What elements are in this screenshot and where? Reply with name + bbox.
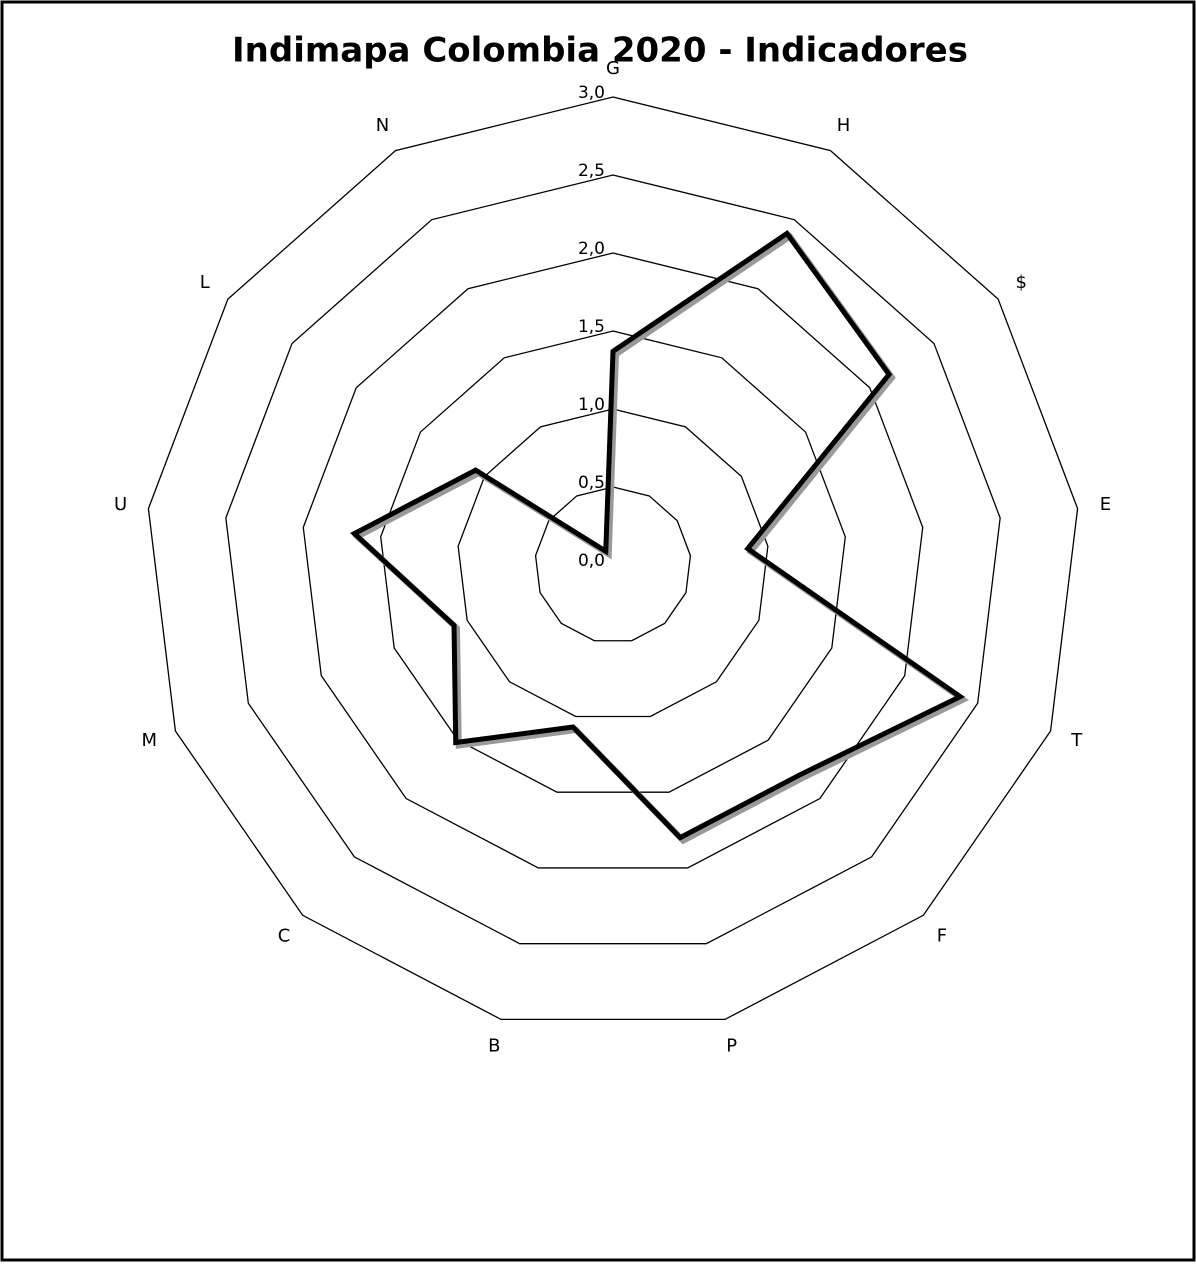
category-label: H — [837, 115, 851, 136]
grid-ring — [457, 408, 769, 718]
category-label: U — [114, 494, 127, 515]
r-tick-label: 2,5 — [578, 161, 605, 181]
grid-ring — [534, 486, 692, 642]
r-tick-label: 1,5 — [578, 317, 605, 337]
category-label: M — [141, 730, 157, 751]
r-tick-label: 1,0 — [578, 395, 605, 415]
category-label: P — [726, 1036, 737, 1057]
r-tick-label: 0,0 — [578, 551, 605, 571]
r-tick-label: 0,5 — [578, 473, 605, 493]
grid-ring — [147, 96, 1079, 1021]
grid-ring — [380, 330, 846, 793]
radar-shadow — [352, 232, 970, 845]
category-label: G — [606, 58, 620, 79]
grid-ring — [225, 174, 1001, 945]
radar-line — [350, 230, 966, 841]
category-label: L — [200, 272, 210, 293]
category-label: C — [278, 925, 291, 946]
r-tick-label: 2,0 — [578, 239, 605, 259]
category-label: $ — [1015, 272, 1026, 293]
category-label: F — [937, 925, 947, 946]
grid-ring — [302, 252, 924, 869]
category-label: T — [1070, 730, 1083, 751]
r-tick-label: 3,0 — [578, 83, 605, 103]
chart-title: Indimapa Colombia 2020 - Indicadores — [232, 31, 968, 71]
category-label: B — [488, 1036, 500, 1057]
category-label: E — [1100, 494, 1111, 515]
category-label: N — [376, 115, 389, 136]
